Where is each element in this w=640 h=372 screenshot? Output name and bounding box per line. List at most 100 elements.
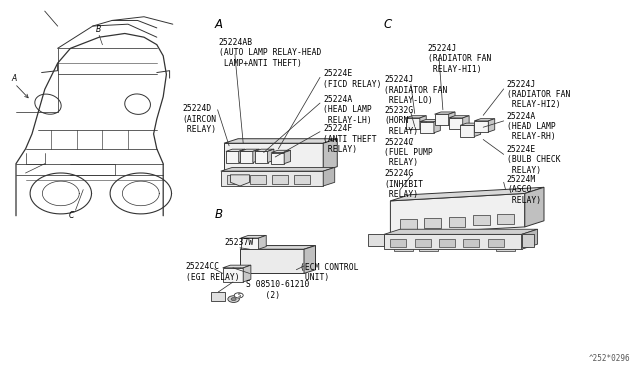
- Polygon shape: [268, 149, 274, 163]
- Polygon shape: [449, 112, 455, 125]
- Text: 25224J
(RADIATOR FAN
 RELAY-HI2): 25224J (RADIATOR FAN RELAY-HI2): [507, 80, 570, 109]
- Text: C: C: [384, 18, 392, 31]
- Polygon shape: [221, 167, 335, 171]
- Polygon shape: [420, 119, 440, 122]
- Polygon shape: [240, 151, 253, 163]
- Polygon shape: [394, 249, 413, 251]
- Text: 25224D
(AIRCON
 RELAY): 25224D (AIRCON RELAY): [182, 104, 216, 134]
- Polygon shape: [368, 234, 384, 246]
- Polygon shape: [449, 118, 463, 129]
- Polygon shape: [474, 119, 495, 121]
- Polygon shape: [226, 149, 245, 151]
- Text: A: A: [12, 74, 17, 83]
- Polygon shape: [522, 234, 534, 247]
- Ellipse shape: [125, 94, 150, 114]
- Polygon shape: [460, 123, 481, 125]
- Polygon shape: [488, 119, 495, 132]
- Polygon shape: [323, 167, 335, 186]
- Polygon shape: [525, 187, 544, 227]
- Polygon shape: [323, 139, 337, 171]
- FancyBboxPatch shape: [449, 217, 465, 227]
- Polygon shape: [240, 149, 259, 151]
- Polygon shape: [474, 123, 481, 137]
- Polygon shape: [243, 265, 251, 282]
- Polygon shape: [435, 114, 449, 125]
- Polygon shape: [240, 249, 304, 273]
- Polygon shape: [253, 149, 259, 163]
- Text: 25224A
(HEAD LAMP
 RELAY-LH): 25224A (HEAD LAMP RELAY-LH): [323, 95, 372, 125]
- Polygon shape: [255, 149, 274, 151]
- Text: B: B: [214, 208, 223, 221]
- Text: 25224J
(RADIATOR FAN
 RELAY-LO): 25224J (RADIATOR FAN RELAY-LO): [384, 75, 447, 105]
- Polygon shape: [230, 175, 250, 186]
- Polygon shape: [463, 116, 469, 129]
- Polygon shape: [420, 116, 426, 129]
- FancyBboxPatch shape: [294, 175, 310, 184]
- Polygon shape: [271, 150, 291, 153]
- Text: 25224E
(BULB CHECK
 RELAY): 25224E (BULB CHECK RELAY): [507, 145, 561, 175]
- Polygon shape: [419, 249, 438, 251]
- Polygon shape: [241, 235, 266, 238]
- Text: 25224F
(ANTI THEFT
 RELAY): 25224F (ANTI THEFT RELAY): [323, 124, 377, 154]
- Text: ^252*0296: ^252*0296: [589, 354, 630, 363]
- Text: 25237W: 25237W: [224, 238, 253, 247]
- Text: S 08510-61210
    (2): S 08510-61210 (2): [246, 280, 310, 299]
- FancyBboxPatch shape: [473, 215, 490, 225]
- Text: C: C: [69, 211, 74, 220]
- FancyBboxPatch shape: [227, 175, 243, 184]
- Polygon shape: [240, 246, 316, 249]
- FancyBboxPatch shape: [400, 219, 417, 230]
- Text: A: A: [214, 18, 223, 31]
- Polygon shape: [223, 265, 251, 268]
- Text: 25224M
(ASCO
 RELAY): 25224M (ASCO RELAY): [507, 175, 541, 205]
- Polygon shape: [284, 150, 291, 164]
- FancyBboxPatch shape: [272, 175, 288, 184]
- Text: 25224CC
(EGI RELAY): 25224CC (EGI RELAY): [186, 262, 239, 282]
- FancyBboxPatch shape: [390, 239, 406, 247]
- Text: S: S: [237, 293, 240, 298]
- FancyBboxPatch shape: [439, 239, 455, 247]
- Text: (ECM CONTROL
 UNIT): (ECM CONTROL UNIT): [300, 263, 358, 282]
- FancyBboxPatch shape: [497, 214, 514, 224]
- FancyBboxPatch shape: [211, 292, 225, 301]
- Text: 25232G
(HORN
 RELAY): 25232G (HORN RELAY): [384, 106, 418, 136]
- FancyBboxPatch shape: [488, 239, 504, 247]
- Polygon shape: [384, 234, 522, 249]
- Polygon shape: [522, 229, 538, 249]
- Polygon shape: [420, 122, 434, 133]
- Polygon shape: [460, 125, 474, 137]
- Polygon shape: [221, 171, 323, 186]
- FancyBboxPatch shape: [424, 218, 441, 228]
- Text: 25224C
(FUEL PUMP
 RELAY): 25224C (FUEL PUMP RELAY): [384, 138, 433, 167]
- Polygon shape: [449, 116, 469, 118]
- Polygon shape: [496, 249, 515, 251]
- Polygon shape: [259, 235, 266, 249]
- Polygon shape: [224, 139, 337, 143]
- Text: 25224J
(RADIATOR FAN
 RELAY-HI1): 25224J (RADIATOR FAN RELAY-HI1): [428, 44, 491, 74]
- Polygon shape: [434, 119, 440, 133]
- Text: 25224AB
(AUTO LAMP RELAY-HEAD
 LAMP+ANTI THEFT): 25224AB (AUTO LAMP RELAY-HEAD LAMP+ANTI …: [219, 38, 321, 68]
- Text: 25224E
(FICD RELAY): 25224E (FICD RELAY): [323, 69, 381, 89]
- Circle shape: [231, 298, 236, 301]
- Polygon shape: [435, 112, 455, 114]
- Polygon shape: [239, 149, 245, 163]
- Polygon shape: [406, 116, 426, 118]
- Circle shape: [228, 296, 239, 302]
- Text: 25224A
(HEAD LAMP
 RELAY-RH): 25224A (HEAD LAMP RELAY-RH): [507, 112, 556, 141]
- Ellipse shape: [35, 94, 61, 114]
- Text: B: B: [96, 25, 101, 34]
- FancyBboxPatch shape: [463, 239, 479, 247]
- Polygon shape: [390, 193, 525, 234]
- Text: 25224G
(INHIBIT
 RELAY): 25224G (INHIBIT RELAY): [384, 169, 423, 199]
- Polygon shape: [304, 246, 316, 273]
- Polygon shape: [241, 238, 259, 249]
- FancyBboxPatch shape: [250, 175, 266, 184]
- Polygon shape: [271, 153, 284, 164]
- Polygon shape: [390, 187, 544, 201]
- Polygon shape: [474, 121, 488, 132]
- Polygon shape: [226, 151, 239, 163]
- Polygon shape: [223, 268, 243, 282]
- FancyBboxPatch shape: [415, 239, 431, 247]
- Circle shape: [234, 293, 243, 298]
- Polygon shape: [224, 143, 323, 171]
